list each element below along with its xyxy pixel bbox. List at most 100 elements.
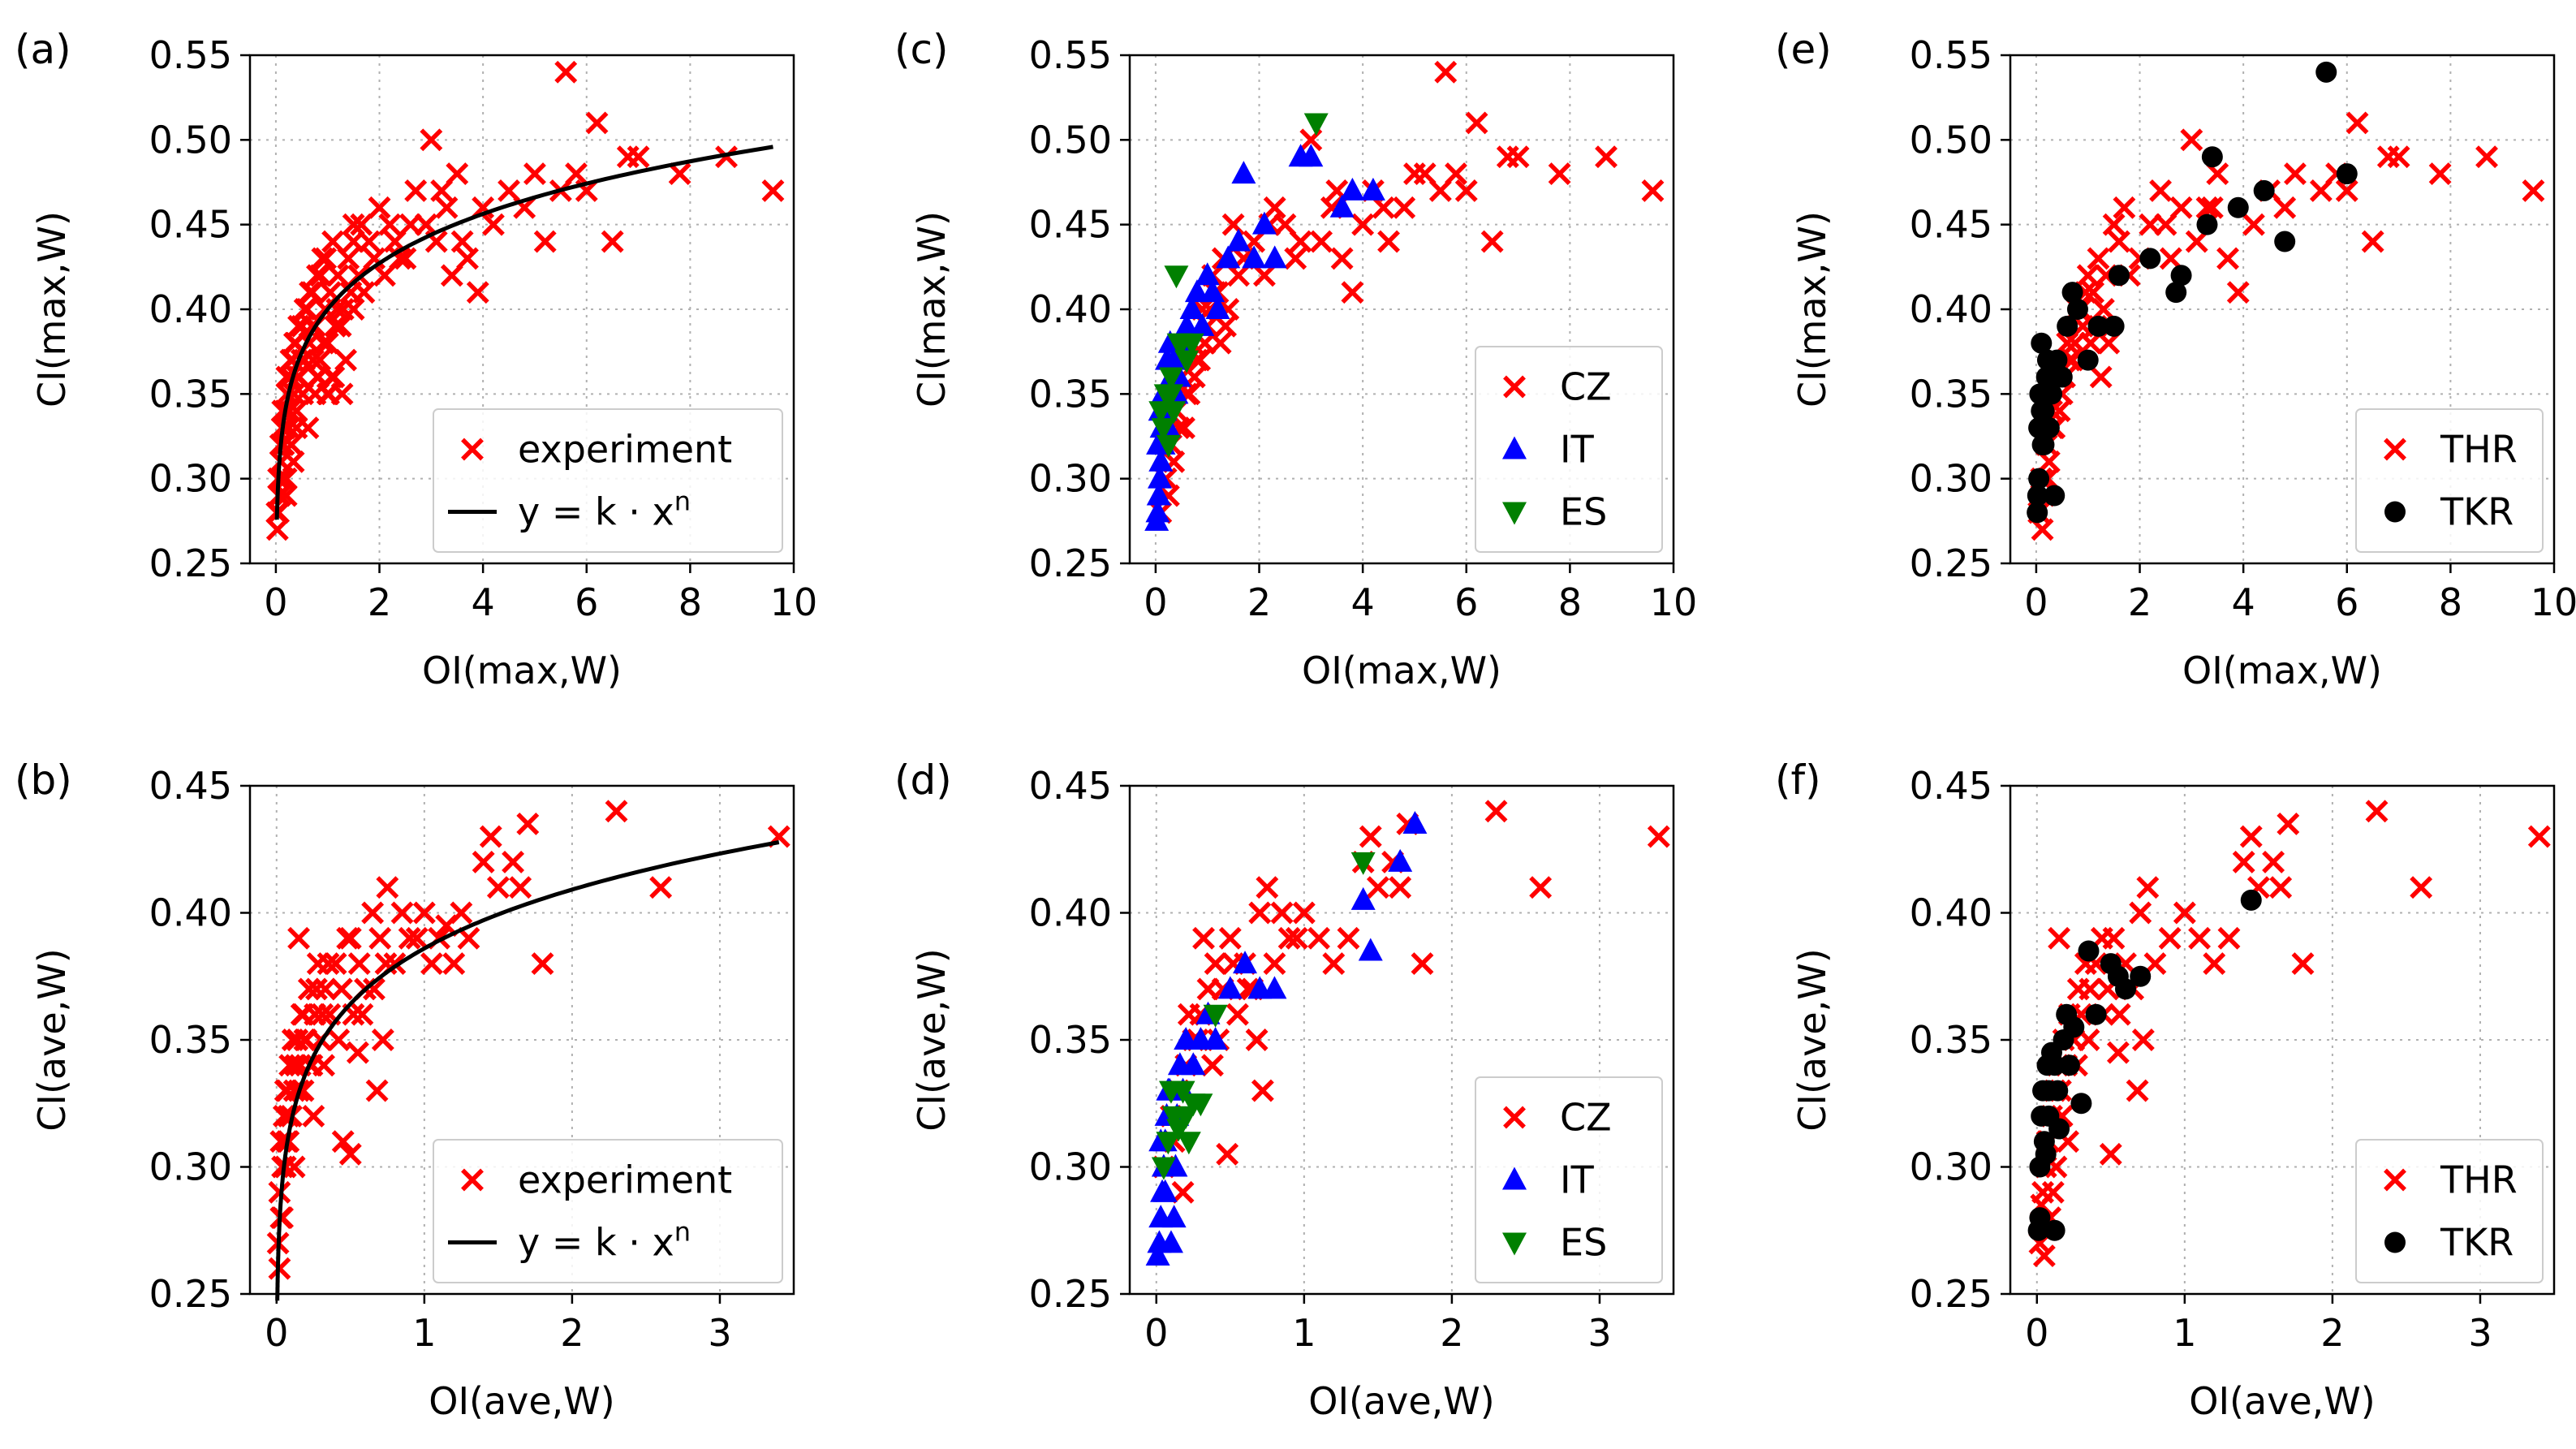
x-tick-label: 3 bbox=[2468, 1311, 2492, 1355]
data-point bbox=[2274, 231, 2296, 252]
data-point bbox=[1217, 976, 1243, 999]
legend: CZ IT ES bbox=[1475, 1076, 1663, 1283]
data-point bbox=[2527, 825, 2551, 848]
data-point bbox=[1411, 952, 1434, 976]
data-point bbox=[2032, 1244, 2056, 1267]
panel-label: (d) bbox=[894, 757, 952, 804]
data-point bbox=[2196, 213, 2218, 235]
data-point bbox=[2108, 230, 2130, 253]
y-axis-title: CI(max,W) bbox=[910, 211, 954, 408]
legend-label: experiment bbox=[518, 1158, 732, 1202]
data-point bbox=[2291, 952, 2315, 976]
x-tick-label: 6 bbox=[2335, 580, 2358, 624]
panel-label: (e) bbox=[1775, 26, 1832, 73]
series-es bbox=[1148, 113, 1329, 458]
y-axis-title: CI(ave,W) bbox=[30, 948, 74, 1131]
data-point bbox=[2038, 1105, 2060, 1127]
y-tick-label: 0.45 bbox=[1029, 203, 1112, 247]
data-point bbox=[446, 162, 469, 186]
data-point bbox=[1359, 825, 1382, 848]
legend-label: IT bbox=[1560, 428, 1595, 472]
data-point bbox=[2365, 800, 2389, 823]
data-point bbox=[316, 382, 339, 406]
data-point bbox=[2089, 365, 2113, 389]
data-point bbox=[565, 162, 588, 186]
data-point bbox=[1203, 1004, 1228, 1028]
x-tick-label: 8 bbox=[2439, 580, 2462, 624]
legend-label: TKR bbox=[2440, 490, 2514, 534]
data-point bbox=[450, 901, 473, 925]
data-point bbox=[466, 281, 489, 304]
data-point bbox=[1351, 213, 1375, 236]
data-point bbox=[2035, 366, 2057, 388]
y-tick-label: 0.25 bbox=[149, 1272, 232, 1316]
data-point bbox=[1350, 852, 1376, 875]
series-tkr bbox=[2027, 61, 2358, 524]
data-point bbox=[2044, 485, 2066, 507]
data-point bbox=[1190, 313, 1215, 336]
data-point bbox=[2063, 1016, 2085, 1038]
data-point bbox=[2058, 1054, 2080, 1076]
data-point bbox=[2031, 400, 2053, 422]
y-tick-label: 0.35 bbox=[149, 1018, 232, 1062]
data-point bbox=[2226, 281, 2250, 304]
data-point bbox=[1176, 1132, 1201, 1155]
data-point bbox=[2087, 315, 2109, 337]
data-point bbox=[2149, 179, 2172, 202]
x-axis-title: OI(ave,W) bbox=[1308, 1379, 1494, 1423]
data-point bbox=[2253, 179, 2275, 201]
data-point bbox=[2170, 265, 2192, 287]
data-point bbox=[2131, 1029, 2155, 1051]
data-point bbox=[1203, 1027, 1228, 1050]
data-point bbox=[338, 1142, 362, 1166]
y-tick-label: 0.25 bbox=[1029, 1272, 1112, 1316]
data-point bbox=[531, 952, 554, 976]
data-point bbox=[293, 1029, 317, 1051]
y-tick-label: 0.35 bbox=[149, 372, 232, 416]
x-axis-title: OI(ave,W) bbox=[2189, 1379, 2375, 1423]
data-point bbox=[1146, 482, 1171, 506]
x-axis-title: OI(max,W) bbox=[2182, 649, 2382, 692]
x-tick-label: 4 bbox=[1351, 580, 1375, 624]
data-point bbox=[1177, 1003, 1200, 1026]
y-tick-label: 0.40 bbox=[1910, 287, 1992, 331]
data-point bbox=[299, 281, 321, 304]
data-point bbox=[390, 901, 414, 925]
data-point bbox=[342, 230, 365, 253]
data-point bbox=[2262, 850, 2285, 873]
data-point bbox=[2428, 162, 2452, 186]
data-point bbox=[2027, 485, 2048, 507]
y-tick-label: 0.45 bbox=[149, 764, 232, 808]
y-tick-label: 0.50 bbox=[1910, 118, 1992, 162]
data-point bbox=[1299, 144, 1324, 167]
data-point bbox=[2315, 61, 2337, 83]
legend-label: CZ bbox=[1560, 1096, 1612, 1140]
data-point bbox=[2361, 230, 2384, 253]
data-point bbox=[1322, 952, 1346, 976]
data-point bbox=[1252, 264, 1276, 287]
y-tick-label: 0.35 bbox=[1029, 1018, 1112, 1062]
data-point bbox=[498, 179, 520, 202]
data-point bbox=[1506, 145, 1530, 169]
x-tick-label: 0 bbox=[2025, 1311, 2048, 1355]
data-point bbox=[2336, 163, 2358, 185]
data-point bbox=[398, 213, 422, 236]
x-tick-label: 1 bbox=[2173, 1311, 2196, 1355]
data-point bbox=[2028, 468, 2050, 489]
data-point bbox=[1270, 901, 1294, 925]
data-point bbox=[1350, 886, 1376, 910]
legend-label: y = k · xn bbox=[518, 1217, 691, 1265]
data-point bbox=[1292, 901, 1316, 925]
data-point bbox=[1341, 281, 1364, 304]
data-point bbox=[1529, 876, 1553, 899]
legend-label: THR bbox=[2440, 1158, 2518, 1202]
data-point bbox=[285, 416, 308, 440]
data-point bbox=[1496, 145, 1519, 169]
data-point bbox=[293, 298, 317, 321]
data-point bbox=[509, 876, 532, 899]
y-tick-label: 0.30 bbox=[1910, 457, 1992, 501]
data-point bbox=[450, 230, 474, 253]
data-point bbox=[2029, 1156, 2051, 1178]
data-point bbox=[2242, 213, 2265, 236]
